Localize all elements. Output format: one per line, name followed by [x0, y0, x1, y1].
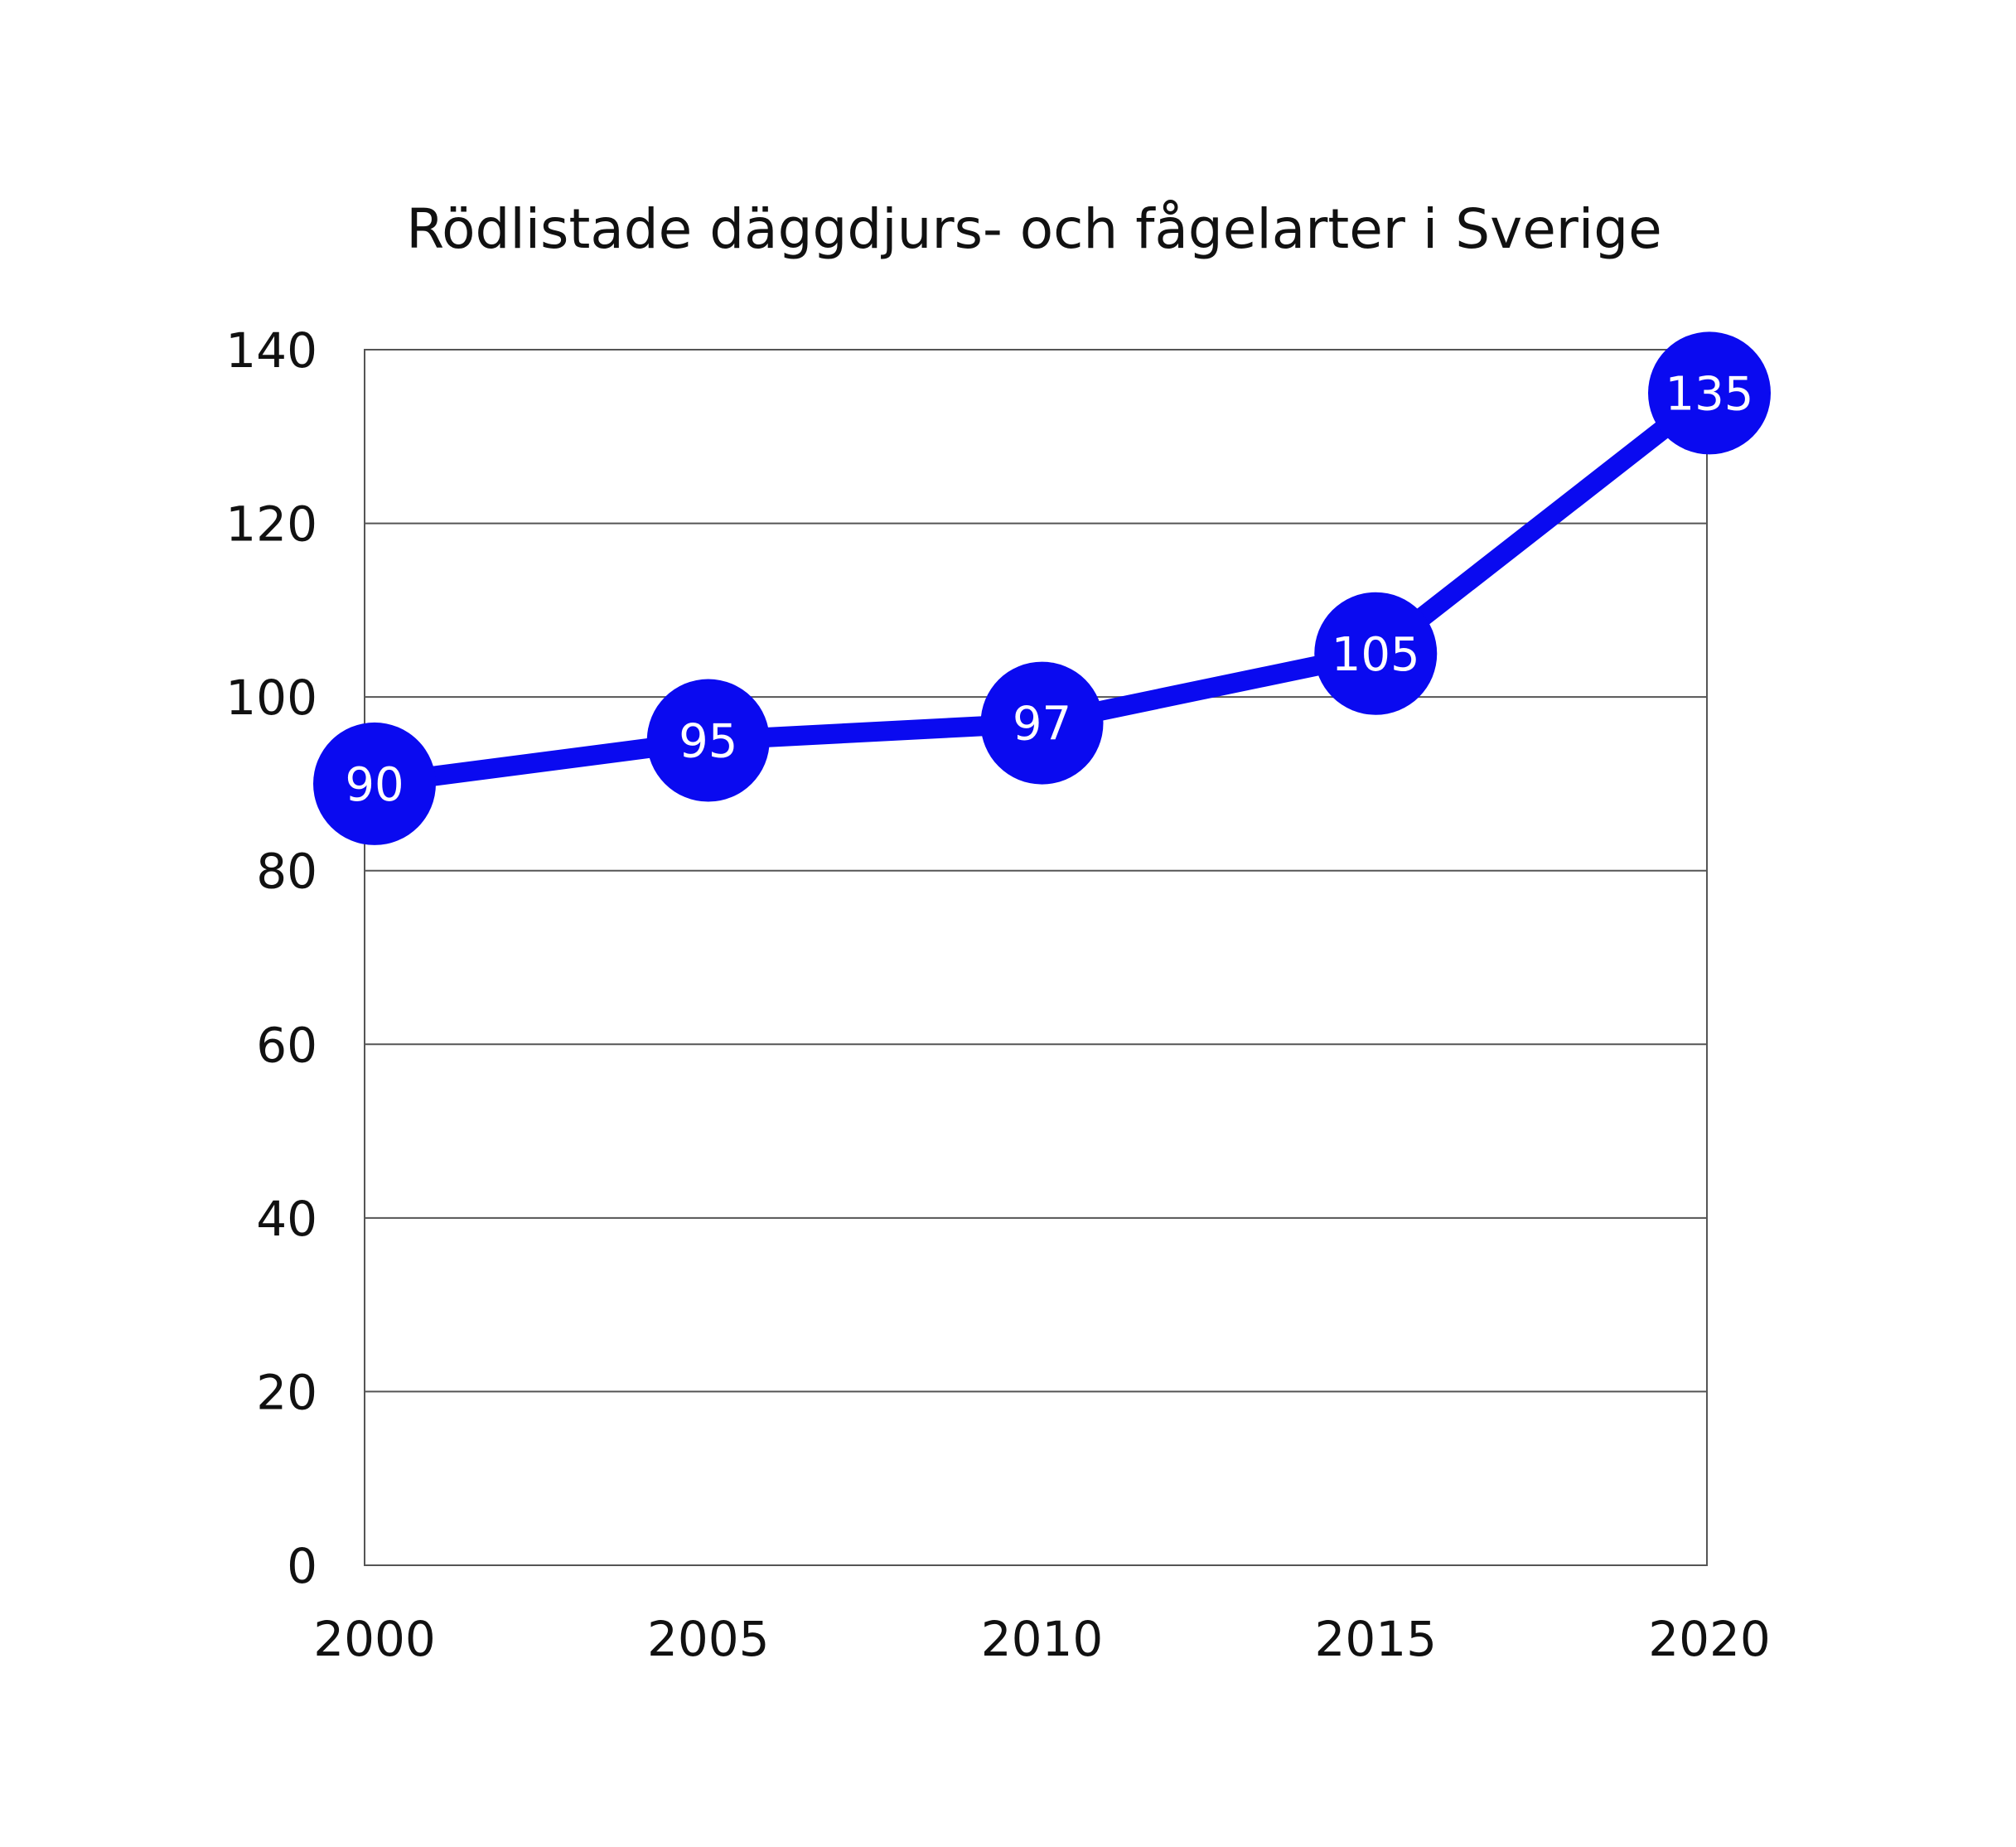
data-point-marker: [313, 722, 436, 845]
data-label: 90: [345, 758, 404, 812]
y-axis-tick-labels: 0 20 40 60 80 100 120 140: [225, 322, 317, 1594]
data-point-marker: [980, 661, 1104, 785]
y-tick-label: 60: [256, 1017, 317, 1073]
x-tick-label: 2010: [981, 1611, 1104, 1667]
data-point-marker: [1648, 331, 1771, 455]
data-label: 135: [1665, 367, 1754, 421]
x-tick-label: 2020: [1648, 1611, 1771, 1667]
data-label: 105: [1332, 628, 1420, 682]
data-series: 90 95 97 105 135: [313, 331, 1771, 845]
data-label: 97: [1013, 698, 1071, 752]
x-tick-label: 2005: [647, 1611, 770, 1667]
x-tick-label: 2000: [313, 1611, 436, 1667]
y-tick-label: 120: [225, 496, 317, 553]
y-tick-label: 80: [256, 844, 317, 900]
y-tick-label: 140: [225, 322, 317, 379]
plot-area-frame: [364, 349, 1708, 1566]
y-tick-label: 0: [287, 1538, 317, 1594]
data-label: 95: [679, 715, 737, 769]
x-tick-label: 2015: [1314, 1611, 1437, 1667]
data-point-marker: [1314, 592, 1438, 715]
chart-title: Rödlistade däggdjurs- och fågelarter i S…: [406, 197, 1662, 261]
gridlines: [365, 522, 1707, 1393]
data-point-marker: [646, 679, 770, 802]
x-axis-tick-labels: 2000 2005 2010 2015 2020: [313, 1611, 1771, 1667]
y-tick-label: 20: [256, 1364, 317, 1420]
y-tick-label: 40: [256, 1191, 317, 1247]
y-tick-label: 100: [225, 670, 317, 726]
